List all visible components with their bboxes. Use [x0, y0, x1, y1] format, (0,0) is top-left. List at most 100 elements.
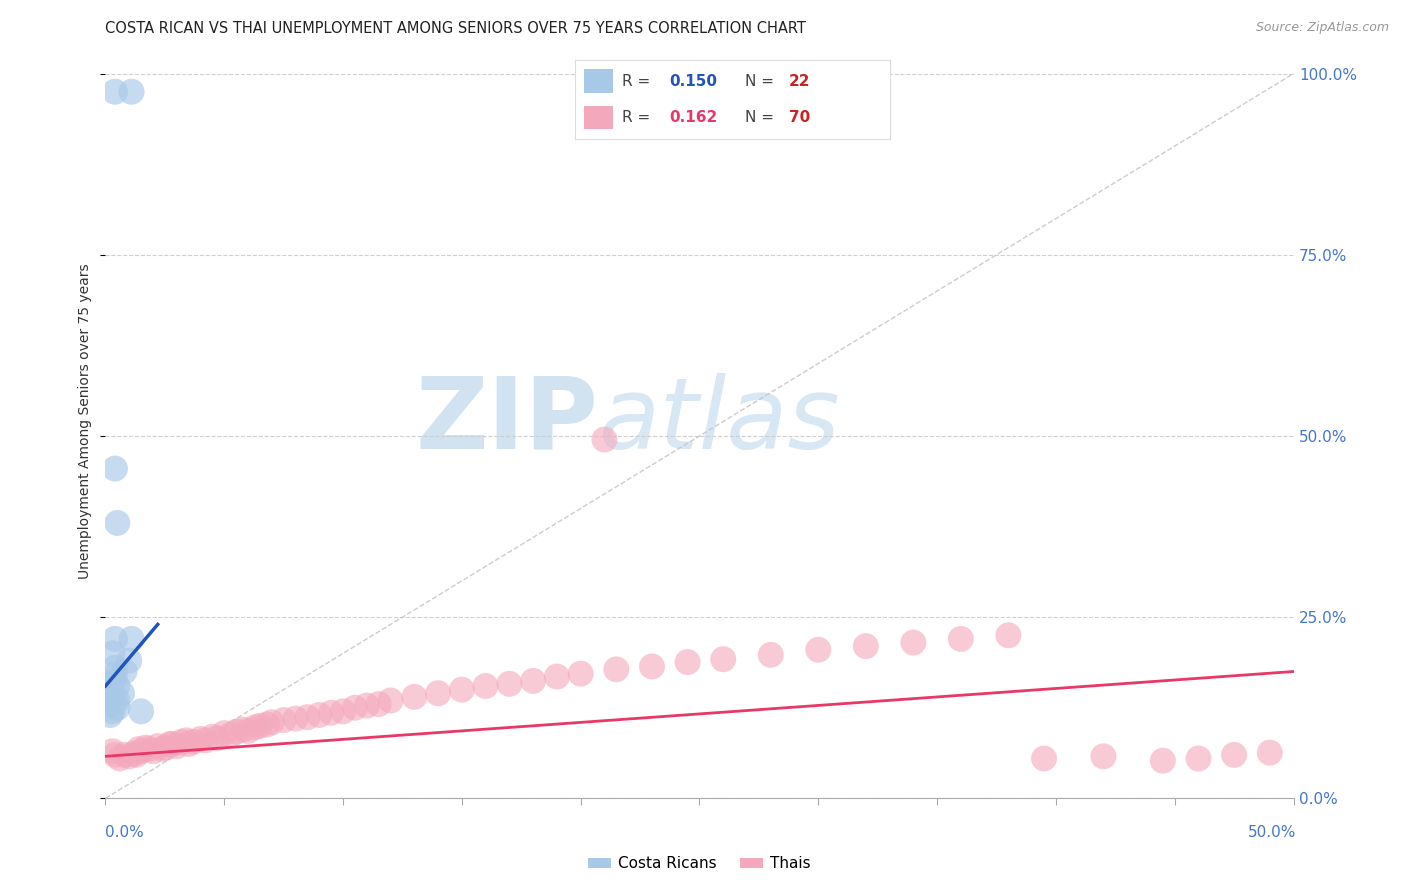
- Point: [1152, 754, 1174, 768]
- Point: [174, 733, 197, 747]
- Point: [1187, 751, 1209, 765]
- Point: [356, 698, 378, 713]
- Point: [855, 639, 877, 653]
- Point: [273, 713, 295, 727]
- Point: [159, 737, 181, 751]
- Point: [284, 712, 307, 726]
- Point: [128, 742, 150, 756]
- Point: [260, 715, 283, 730]
- Point: [118, 749, 141, 764]
- Point: [569, 666, 592, 681]
- Point: [135, 740, 157, 755]
- Point: [546, 669, 568, 683]
- Point: [498, 677, 520, 691]
- Point: [166, 739, 188, 753]
- Text: 50.0%: 50.0%: [1249, 825, 1296, 840]
- Point: [343, 700, 366, 714]
- Point: [104, 668, 127, 682]
- Text: Source: ZipAtlas.com: Source: ZipAtlas.com: [1256, 21, 1389, 34]
- Point: [177, 737, 200, 751]
- Point: [676, 655, 699, 669]
- Point: [759, 648, 782, 662]
- Point: [243, 720, 266, 734]
- Point: [152, 742, 174, 756]
- Point: [136, 742, 159, 756]
- Point: [101, 744, 124, 758]
- Point: [105, 700, 128, 714]
- Point: [98, 697, 121, 711]
- Point: [332, 705, 354, 719]
- Legend: Costa Ricans, Thais: Costa Ricans, Thais: [582, 850, 817, 878]
- Point: [121, 632, 143, 646]
- Point: [104, 632, 127, 646]
- Point: [194, 733, 217, 747]
- Point: [146, 739, 169, 753]
- Point: [201, 730, 224, 744]
- Point: [129, 705, 152, 719]
- Point: [321, 706, 343, 720]
- Point: [125, 747, 148, 762]
- Point: [104, 661, 127, 675]
- Point: [1092, 749, 1115, 764]
- Point: [101, 690, 124, 704]
- Point: [105, 679, 128, 693]
- Point: [101, 646, 124, 660]
- Point: [129, 744, 152, 758]
- Point: [308, 708, 330, 723]
- Point: [98, 708, 121, 723]
- Point: [221, 728, 243, 742]
- Point: [170, 735, 193, 749]
- Point: [214, 726, 236, 740]
- Point: [118, 654, 141, 668]
- Point: [142, 744, 165, 758]
- Point: [111, 686, 134, 700]
- Point: [183, 735, 205, 749]
- Point: [104, 747, 127, 762]
- Text: ZIP: ZIP: [416, 373, 599, 470]
- Text: COSTA RICAN VS THAI UNEMPLOYMENT AMONG SENIORS OVER 75 YEARS CORRELATION CHART: COSTA RICAN VS THAI UNEMPLOYMENT AMONG S…: [105, 21, 806, 36]
- Point: [153, 740, 176, 755]
- Text: 0.0%: 0.0%: [105, 825, 145, 840]
- Point: [256, 717, 278, 731]
- Point: [641, 659, 664, 673]
- Point: [1033, 751, 1056, 765]
- Point: [205, 731, 228, 746]
- Point: [121, 85, 143, 99]
- Point: [605, 662, 627, 676]
- Point: [450, 682, 472, 697]
- Point: [232, 723, 254, 737]
- Point: [101, 705, 124, 719]
- Point: [593, 433, 616, 447]
- Point: [108, 751, 131, 765]
- Point: [122, 747, 145, 761]
- Point: [114, 747, 136, 762]
- Point: [522, 673, 544, 688]
- Point: [711, 652, 734, 666]
- Point: [190, 731, 212, 746]
- Point: [105, 516, 128, 530]
- Point: [104, 85, 127, 99]
- Point: [160, 737, 183, 751]
- Point: [225, 724, 247, 739]
- Point: [404, 690, 426, 704]
- Point: [380, 693, 402, 707]
- Point: [949, 632, 972, 646]
- Point: [1223, 747, 1246, 762]
- Point: [1258, 746, 1281, 760]
- Point: [114, 665, 136, 679]
- Point: [474, 679, 496, 693]
- Point: [101, 675, 124, 690]
- Text: atlas: atlas: [599, 373, 841, 470]
- Point: [98, 682, 121, 697]
- Point: [997, 628, 1019, 642]
- Point: [367, 697, 389, 711]
- Point: [105, 693, 128, 707]
- Point: [807, 642, 830, 657]
- Y-axis label: Unemployment Among Seniors over 75 years: Unemployment Among Seniors over 75 years: [79, 264, 93, 579]
- Point: [104, 461, 127, 475]
- Point: [427, 686, 450, 700]
- Point: [297, 710, 319, 724]
- Point: [903, 635, 925, 649]
- Point: [236, 723, 259, 738]
- Point: [249, 719, 271, 733]
